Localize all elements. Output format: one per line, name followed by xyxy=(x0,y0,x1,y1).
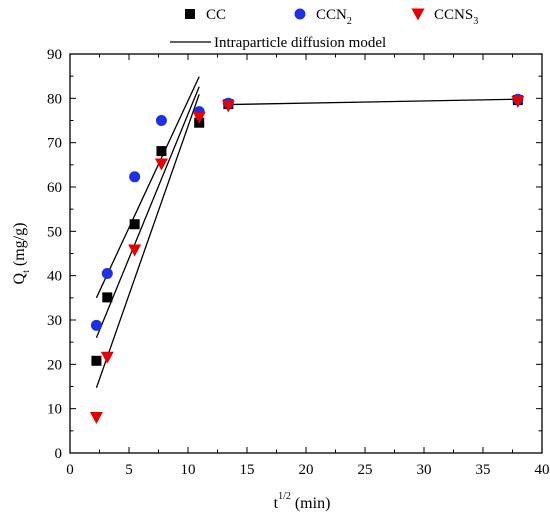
legend-label-sub: 3 xyxy=(473,16,478,27)
legend-marker-cc xyxy=(185,9,195,19)
legend: CC CCN2 CCNS3 Intraparticle diffusion model xyxy=(170,7,478,51)
legend-label-fit: Intraparticle diffusion model xyxy=(214,35,386,51)
legend-label-name: CCN xyxy=(316,7,347,23)
x-tick-label: 35 xyxy=(476,462,491,478)
legend-item-fit: Intraparticle diffusion model xyxy=(170,35,386,51)
point-cc xyxy=(91,355,102,366)
legend-item-ccns3: CCNS3 xyxy=(411,7,478,27)
y-tick-label: 80 xyxy=(47,91,62,107)
x-axis-title-base: t xyxy=(274,495,279,512)
y-tick-label: 40 xyxy=(47,269,62,285)
y-axis-title-unit: (mg/g) xyxy=(11,223,28,271)
fit-line xyxy=(228,98,518,106)
x-tick-label: 25 xyxy=(358,462,373,478)
point-ccns3 xyxy=(89,412,103,425)
y-axis-title-sub: t xyxy=(21,270,32,273)
y-tick-label: 60 xyxy=(47,180,62,196)
point-cc xyxy=(102,292,113,303)
point-ccns3 xyxy=(511,95,525,108)
x-axis-title-sup: 1/2 xyxy=(278,491,291,502)
legend-label-sub: 2 xyxy=(347,16,352,27)
x-tick-label: 40 xyxy=(535,462,550,478)
y-tick-label: 10 xyxy=(47,402,62,418)
y-tick-label: 0 xyxy=(55,446,63,462)
axes xyxy=(69,53,543,454)
plot-frame xyxy=(69,53,543,454)
x-tick-label: 5 xyxy=(125,462,133,478)
legend-label-ccns3: CCNS3 xyxy=(434,7,478,27)
axis-labels: 0 5 10 15 20 25 30 35 40 0 10 20 30 40 50 60 70 80 90 t1/2 … xyxy=(11,47,550,512)
legend-marker-ccns3 xyxy=(411,8,425,21)
data-points xyxy=(89,93,525,425)
x-tick-label: 30 xyxy=(417,462,432,478)
point-ccn2 xyxy=(155,115,167,126)
y-tick-label: 20 xyxy=(47,357,62,373)
point-cc xyxy=(129,219,140,230)
point-ccn2 xyxy=(101,267,113,279)
legend-label-name: CCNS xyxy=(434,7,473,23)
x-tick-label: 0 xyxy=(66,462,74,478)
point-ccns3 xyxy=(154,158,168,171)
fit-line xyxy=(95,76,200,299)
fit-line xyxy=(95,94,200,389)
point-ccn2 xyxy=(90,319,102,331)
x-tick-label: 20 xyxy=(299,462,314,478)
y-tick-label: 90 xyxy=(47,47,62,63)
x-tick-label: 10 xyxy=(181,462,196,478)
y-axis-title-base: Q xyxy=(11,272,28,284)
legend-item-cc: CC xyxy=(185,7,226,23)
point-ccn2 xyxy=(129,171,141,183)
legend-label-cc: CC xyxy=(206,7,226,23)
legend-marker-ccn2 xyxy=(294,8,306,20)
legend-label-name: CC xyxy=(206,7,226,23)
legend-label-ccn2: CCN2 xyxy=(316,7,352,27)
point-ccns3 xyxy=(192,111,206,124)
fit-lines xyxy=(95,76,518,389)
point-ccns3 xyxy=(100,351,114,364)
point-ccns3 xyxy=(221,100,235,113)
legend-item-ccn2: CCN2 xyxy=(294,7,352,27)
y-axis-title: Qt (mg/g) xyxy=(11,223,32,285)
point-cc xyxy=(156,146,167,157)
x-axis-title: t1/2 (min) xyxy=(274,491,331,512)
x-tick-label: 15 xyxy=(240,462,255,478)
y-tick-label: 70 xyxy=(47,136,62,152)
fit-line xyxy=(95,86,200,338)
x-axis-title-unit: (min) xyxy=(291,495,331,512)
point-ccns3 xyxy=(128,244,142,257)
y-tick-label: 50 xyxy=(47,224,62,240)
y-tick-label: 30 xyxy=(47,313,62,329)
